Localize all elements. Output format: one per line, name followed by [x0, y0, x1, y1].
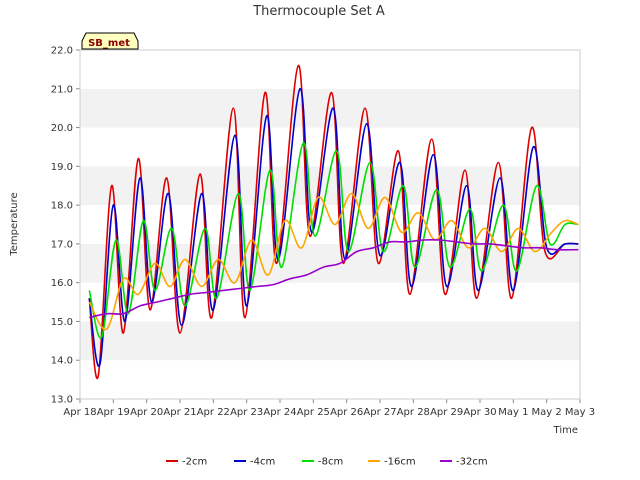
grid-band [80, 50, 580, 89]
y-tick-label: 21.0 [51, 84, 73, 95]
y-tick-label: 16.0 [51, 278, 73, 289]
x-tick-label: Apr 30 [463, 407, 496, 418]
x-tick-label: Apr 27 [363, 407, 396, 418]
plot-frame [79, 49, 581, 400]
y-axis: 13.0 14.0 15.0 16.0 17.0 18.0 19.0 20.0 21.0 22.0 [51, 46, 80, 406]
x-tick-label: Apr 20 [130, 407, 163, 418]
legend-item: -32cm [440, 457, 488, 468]
x-axis-title: Time [553, 425, 578, 436]
legend-item: -4cm [234, 457, 275, 468]
legend-label: -8cm [318, 457, 343, 468]
grid-band [80, 321, 580, 361]
y-tick-label: 15.0 [51, 317, 73, 328]
x-tick-label: Apr 25 [297, 407, 330, 418]
legend-item: -2cm [166, 457, 207, 468]
grid-band [80, 282, 580, 322]
x-tick-label: May 3 [565, 407, 595, 418]
grid-band [80, 127, 580, 167]
y-tick-label: 13.0 [51, 395, 73, 406]
x-tick-label: Apr 19 [97, 407, 130, 418]
sb-met-badge: SB_met [81, 32, 139, 50]
series-line-32cm [89, 238, 579, 319]
x-tick-label: Apr 22 [197, 407, 230, 418]
legend-label: -16cm [384, 457, 416, 468]
y-tick-label: 14.0 [51, 356, 73, 367]
y-tick-label: 19.0 [51, 162, 73, 173]
series-line-2cm [88, 64, 579, 380]
legend-item: -8cm [302, 457, 343, 468]
x-tick-label: Apr 23 [230, 407, 263, 418]
x-tick-label: May 2 [532, 407, 562, 418]
x-tick-label: Apr 29 [430, 407, 463, 418]
grid-band [80, 360, 580, 399]
x-tick-label: Apr 24 [263, 407, 296, 418]
y-tick-label: 17.0 [51, 239, 73, 250]
series-line-16cm [88, 192, 579, 331]
x-tick-label: May 1 [498, 407, 528, 418]
x-tick-label: Apr 18 [63, 407, 96, 418]
legend: -2cm -4cm -8cm -16cm -32cm [166, 457, 488, 468]
x-axis: Apr 18 Apr 19 Apr 20 Apr 21 Apr 22 Apr 23 Apr … [63, 399, 595, 418]
x-tick-label: Apr 21 [163, 407, 196, 418]
series-lines [88, 64, 579, 380]
y-tick-label: 22.0 [51, 46, 73, 57]
series-line-8cm [88, 142, 579, 339]
legend-label: -4cm [250, 457, 275, 468]
badge-label: SB_met [88, 38, 130, 49]
x-tick-label: Apr 26 [330, 407, 363, 418]
y-tick-label: 18.0 [51, 201, 73, 212]
y-axis-title: Temperature [9, 192, 20, 256]
legend-item: -16cm [368, 457, 416, 468]
legend-label: -2cm [182, 457, 207, 468]
chart-title: Thermocouple Set A [252, 4, 385, 19]
legend-label: -32cm [456, 457, 488, 468]
x-tick-label: Apr 28 [397, 407, 430, 418]
y-tick-label: 20.0 [51, 123, 73, 134]
